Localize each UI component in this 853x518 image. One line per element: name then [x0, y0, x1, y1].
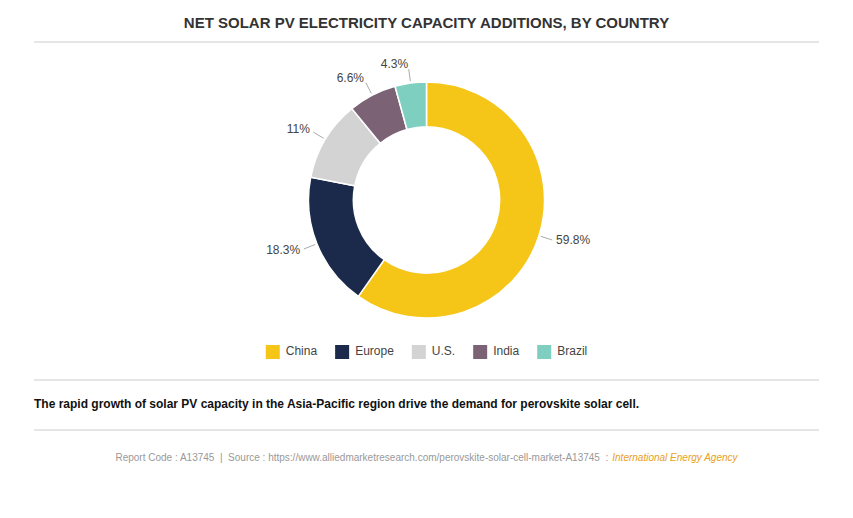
data-label: 4.3% — [381, 57, 409, 71]
slice — [395, 82, 426, 129]
rule — [34, 430, 819, 431]
data-labels: 59.8% 18.3% 11% 6.6% 4.3% — [266, 57, 590, 256]
leader-line — [541, 236, 552, 240]
legend-item: China — [266, 344, 318, 359]
legend-label: China — [286, 344, 318, 358]
data-label: 6.6% — [337, 71, 365, 85]
footer-part: Report Code : A13745 | Source : https://… — [115, 452, 608, 463]
legend-item: Europe — [335, 344, 394, 359]
legend-swatch — [266, 345, 280, 359]
rule — [34, 380, 819, 381]
footer-part: International Energy Agency — [612, 452, 738, 463]
leader-line — [313, 132, 323, 138]
leader-line — [304, 245, 315, 249]
legend-label: U.S. — [432, 344, 455, 358]
legend-item: U.S. — [412, 344, 455, 359]
legend-item: Brazil — [537, 344, 587, 359]
legend-label: Europe — [355, 344, 394, 358]
legend: China Europe U.S. India Brazil — [266, 344, 587, 359]
legend-label: Brazil — [557, 344, 587, 358]
donut — [308, 82, 544, 318]
legend-swatch — [412, 345, 426, 359]
data-label: 11% — [287, 122, 310, 136]
footer: Report Code : A13745 | Source : https://… — [115, 452, 738, 463]
subtitle: The rapid growth of solar PV capacity in… — [34, 397, 639, 411]
data-label: 59.8% — [556, 233, 590, 247]
legend-swatch — [473, 345, 487, 359]
title: NET SOLAR PV ELECTRICITY CAPACITY ADDITI… — [184, 14, 669, 31]
legend-swatch — [537, 345, 551, 359]
data-label: 18.3% — [266, 243, 300, 257]
leader-line — [366, 83, 372, 94]
chart: NET SOLAR PV ELECTRICITY CAPACITY ADDITI… — [0, 0, 853, 518]
leader-line — [409, 69, 411, 81]
legend-swatch — [335, 345, 349, 359]
slice — [308, 177, 384, 296]
rule — [34, 42, 819, 43]
legend-label: India — [493, 344, 519, 358]
legend-item: India — [473, 344, 519, 359]
